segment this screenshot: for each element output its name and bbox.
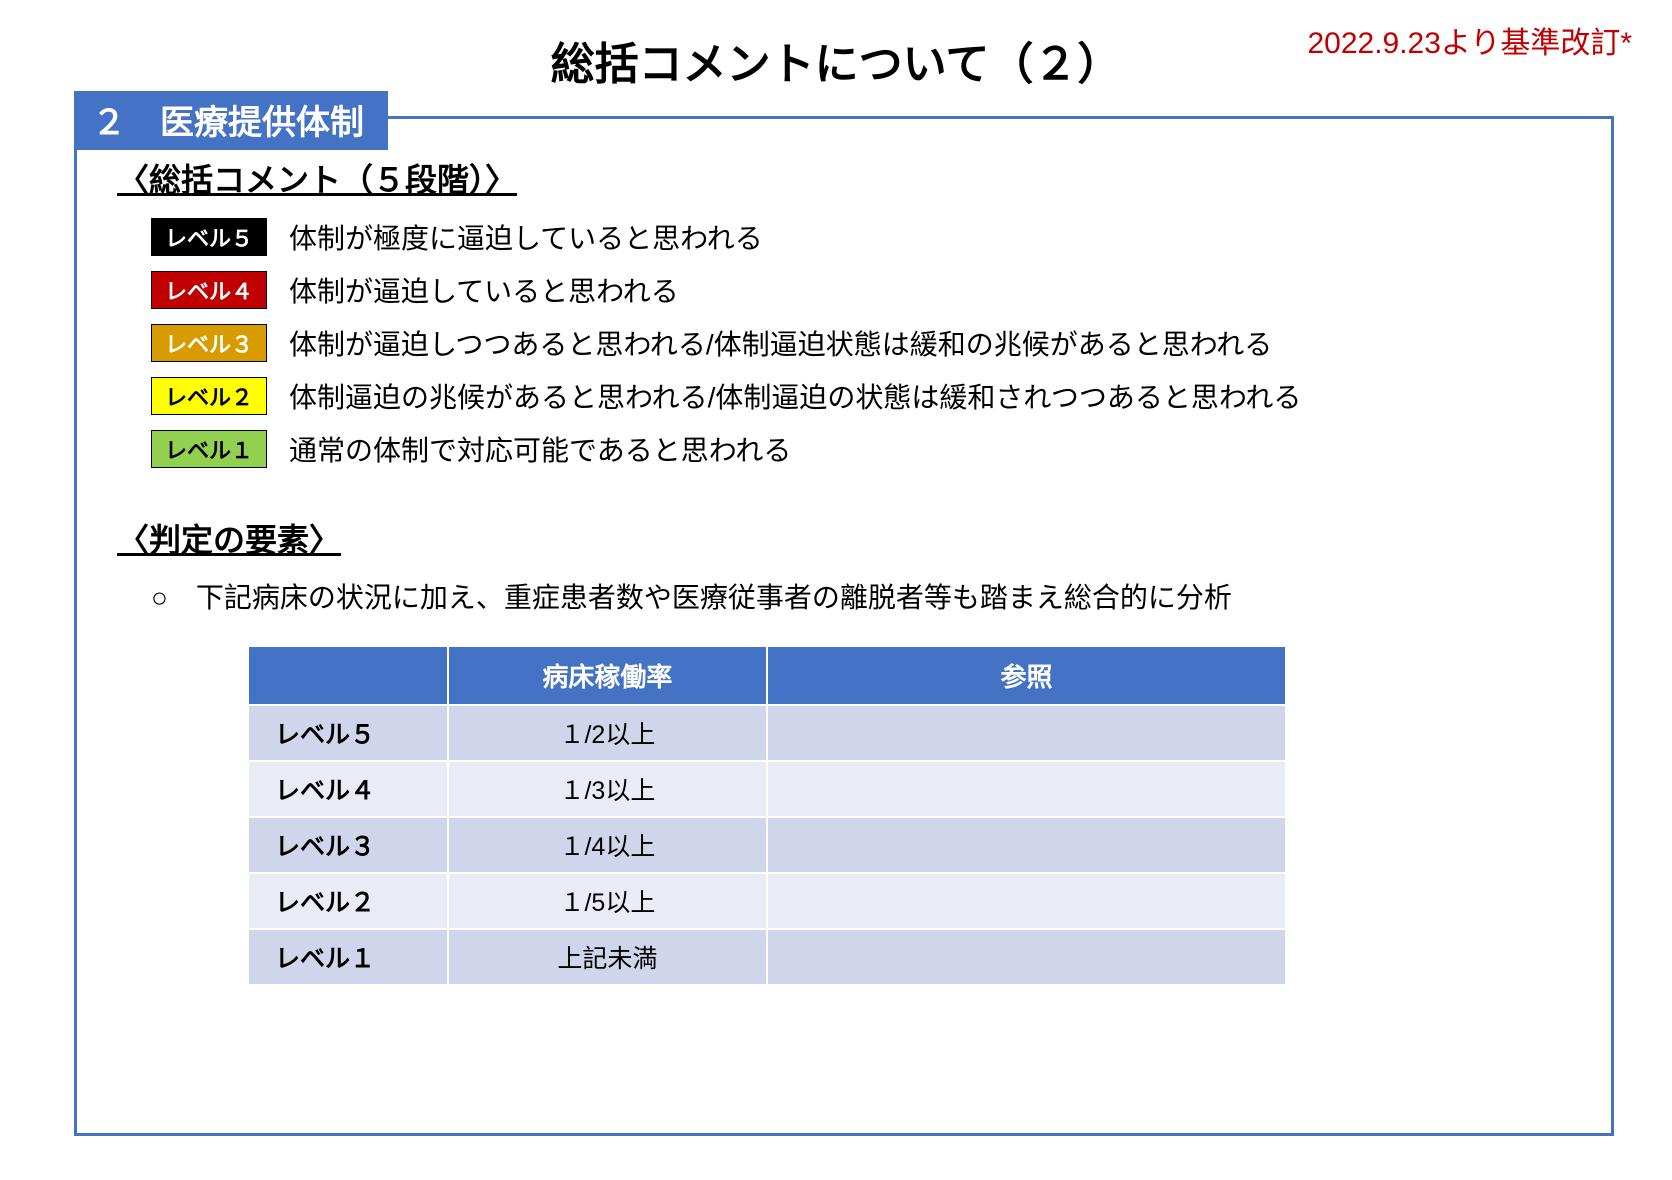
level-description: 通常の体制で対応可能であると思われる: [289, 429, 791, 469]
table-cell: [767, 873, 1286, 929]
table-cell: [767, 705, 1286, 761]
table-cell: レベル１: [248, 929, 448, 985]
level-row: レベル５ 体制が極度に逼迫していると思われる: [151, 217, 1571, 257]
level-description: 体制が逼迫しつつあると思われる/体制逼迫状態は緩和の兆候があると思われる: [289, 323, 1272, 363]
section-content: 〈総括コメント（５段階）〉 レベル５体制が極度に逼迫していると思われるレベル４体…: [77, 119, 1611, 986]
table-cell: １/2以上: [448, 705, 767, 761]
level-row: レベル４ 体制が逼迫していると思われる: [151, 270, 1571, 310]
table-cell: [767, 817, 1286, 873]
levels-subheading: 〈総括コメント（５段階）〉: [117, 155, 1571, 201]
table-cell: 上記未満: [448, 929, 767, 985]
level-description: 体制逼迫の兆候があると思われる/体制逼迫の状態は緩和されつつあると思われる: [289, 376, 1301, 416]
criteria-note: ○ 下記病床の状況に加え、重症患者数や医療従事者の離脱者等も踏まえ総合的に分析: [151, 577, 1571, 619]
table-cell: １/3以上: [448, 761, 767, 817]
level-row: レベル１ 通常の体制で対応可能であると思われる: [151, 429, 1571, 469]
criteria-table: 病床稼働率参照 レベル５１/2以上レベル４１/3以上レベル３１/4以上レベル２１…: [247, 645, 1287, 986]
table-row: レベル３１/4以上: [248, 817, 1286, 873]
level-badge: レベル４: [151, 271, 267, 309]
table-header-cell: 病床稼働率: [448, 646, 767, 705]
criteria-subheading: 〈判定の要素〉: [117, 515, 1571, 561]
section-frame: ２ 医療提供体制 〈総括コメント（５段階）〉 レベル５体制が極度に逼迫していると…: [74, 116, 1614, 1136]
level-badge: レベル３: [151, 324, 267, 362]
level-badge: レベル１: [151, 430, 267, 468]
table-row: レベル５１/2以上: [248, 705, 1286, 761]
table-cell: １/5以上: [448, 873, 767, 929]
table-header-cell: [248, 646, 448, 705]
table-cell: １/4以上: [448, 817, 767, 873]
table-header-cell: 参照: [767, 646, 1286, 705]
level-description: 体制が逼迫していると思われる: [289, 270, 679, 310]
level-badge: レベル５: [151, 218, 267, 256]
table-cell: [767, 761, 1286, 817]
table-row: レベル４１/3以上: [248, 761, 1286, 817]
section-header: ２ 医療提供体制: [74, 91, 388, 150]
level-description: 体制が極度に逼迫していると思われる: [289, 217, 763, 257]
levels-list: レベル５体制が極度に逼迫していると思われるレベル４体制が逼迫していると思われるレ…: [151, 217, 1571, 469]
table-cell: レベル４: [248, 761, 448, 817]
table-cell: レベル２: [248, 873, 448, 929]
revision-note: 2022.9.23より基準改訂*: [1307, 18, 1632, 62]
table-row: レベル１上記未満: [248, 929, 1286, 985]
table-cell: レベル３: [248, 817, 448, 873]
level-row: レベル２ 体制逼迫の兆候があると思われる/体制逼迫の状態は緩和されつつあると思われ…: [151, 376, 1571, 416]
table-cell: レベル５: [248, 705, 448, 761]
table-cell: [767, 929, 1286, 985]
level-row: レベル３ 体制が逼迫しつつあると思われる/体制逼迫状態は緩和の兆候があると思われる: [151, 323, 1571, 363]
table-row: レベル２１/5以上: [248, 873, 1286, 929]
level-badge: レベル２: [151, 377, 267, 415]
